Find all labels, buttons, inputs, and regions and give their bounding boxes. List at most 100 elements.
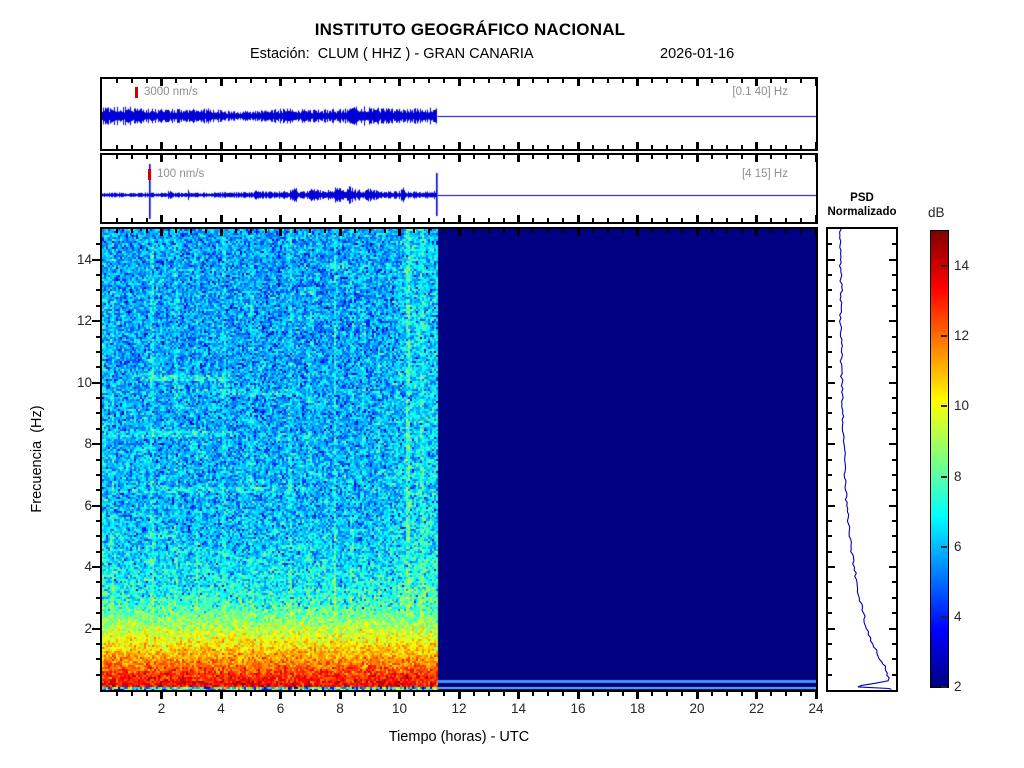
colorbar [930,230,949,688]
tick-mark [636,215,639,222]
tick-mark [941,405,947,408]
psd-curve [838,229,892,690]
tick-mark [828,336,832,338]
tick-mark [562,692,564,696]
tick-mark [160,79,163,86]
tick-mark [889,566,896,568]
tick-mark [577,155,580,162]
tick-mark [577,215,580,222]
tick-mark [488,155,490,159]
tick-mark [175,229,177,233]
tick-mark [96,428,100,430]
tick-mark [828,474,832,476]
tick-mark [800,229,802,233]
x-tick-label: 8 [336,701,344,716]
tick-mark [131,155,133,159]
tick-mark [294,155,296,159]
tick-mark [636,155,639,162]
tick-mark [785,692,787,696]
tick-mark [800,692,802,696]
tick-mark [488,692,490,696]
x-tick-label: 22 [748,701,765,716]
tick-mark [92,259,100,261]
tick-mark [892,474,896,476]
tick-mark [532,79,534,83]
tick-mark [892,305,896,307]
tick-mark [488,79,490,83]
y-tick-label: 4 [84,559,92,575]
tick-mark [175,79,177,83]
tick-mark [800,155,802,159]
tick-mark [828,643,832,645]
tick-mark [250,692,252,696]
tick-mark [696,142,699,149]
tick-mark [547,218,549,222]
tick-mark [941,265,947,268]
tick-mark [517,79,520,86]
tick-mark [636,229,639,236]
tick-mark [339,215,342,222]
tick-mark [235,218,237,222]
tick-mark [892,581,896,583]
tick-mark [622,229,624,233]
tick-mark [443,145,445,149]
tick-mark [941,615,947,618]
tick-mark [250,79,252,83]
tick-mark [532,229,534,233]
tick-mark [92,320,100,322]
tick-mark [309,218,311,222]
tick-mark [755,79,758,86]
amplitude-scale-marker [148,169,151,180]
tick-mark [547,155,549,159]
tick-mark [666,692,668,696]
tick-mark [92,505,100,507]
tick-mark [309,145,311,149]
tick-mark [726,218,728,222]
tick-mark [96,643,100,645]
tick-mark [265,145,267,149]
tick-mark [607,229,609,233]
tick-mark [889,382,896,384]
tick-mark [354,229,356,233]
tick-mark [96,581,100,583]
tick-mark [828,428,832,430]
tick-mark [892,397,896,399]
tick-mark [96,336,100,338]
tick-mark [384,229,386,233]
tick-mark [592,218,594,222]
tick-mark [175,145,177,149]
tick-mark [96,243,100,245]
tick-mark [941,475,947,478]
tick-mark [651,79,653,83]
filtered-trace-panel: 100 nm/s [4 15] Hz [100,153,818,224]
tick-mark [250,145,252,149]
tick-mark [892,674,896,676]
filter-band-label: [0.1 40] Hz [732,86,788,98]
tick-mark [785,218,787,222]
tick-mark [369,229,371,233]
tick-mark [828,612,832,614]
x-tick-label: 24 [808,701,824,716]
tick-mark [473,218,475,222]
tick-mark [279,229,282,236]
tick-mark [651,218,653,222]
tick-mark [592,79,594,83]
tick-mark [265,692,267,696]
tick-mark [190,145,192,149]
station-label: Estación: CLUM ( HHZ ) - GRAN CANARIA [250,46,534,62]
tick-mark [696,692,699,699]
tick-mark [711,218,713,222]
tick-mark [532,692,534,696]
figure-title: INSTITUTO GEOGRÁFICO NACIONAL [314,20,626,39]
tick-mark [205,79,207,83]
tick-mark [828,520,832,522]
colorbar-tick-label: 2 [954,679,962,694]
tick-mark [892,597,896,599]
tick-mark [235,79,237,83]
tick-mark [711,79,713,83]
tick-mark [562,79,564,83]
tick-mark [220,215,223,222]
tick-mark [828,305,832,307]
tick-mark [785,155,787,159]
